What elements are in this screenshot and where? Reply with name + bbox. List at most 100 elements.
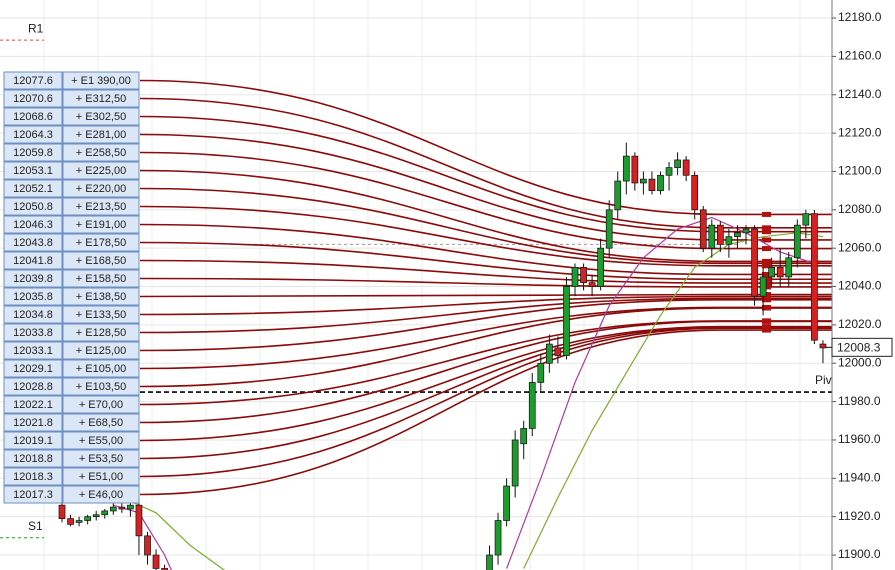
candle-body xyxy=(674,159,681,168)
order-price: 12068.6 xyxy=(13,111,53,123)
order-amount: + E302,50 xyxy=(76,111,126,123)
order-price-cell xyxy=(3,251,63,270)
order-curve xyxy=(139,326,832,460)
order-amount: + E158,50 xyxy=(76,273,126,285)
order-curve xyxy=(139,297,832,334)
order-amount-cell xyxy=(62,413,140,432)
order-price-cell xyxy=(3,179,63,198)
order-amount: + E46,00 xyxy=(79,489,123,501)
order-handle xyxy=(762,305,771,311)
order-price-cell xyxy=(3,467,63,486)
candle-body xyxy=(144,535,151,556)
order-handle xyxy=(762,263,771,269)
candle-body xyxy=(580,267,587,284)
candle-body xyxy=(759,276,767,297)
order-price: 12033.8 xyxy=(13,327,53,339)
order-price: 12022.1 xyxy=(13,399,53,411)
candle-body xyxy=(537,362,545,383)
order-amount: + E53,50 xyxy=(79,453,123,465)
candle-body xyxy=(135,504,143,537)
candle-body xyxy=(614,180,622,211)
candle-body xyxy=(785,257,793,278)
order-price-cell xyxy=(3,413,63,432)
order-amount: + E258,50 xyxy=(76,147,126,159)
candle-body xyxy=(622,155,630,182)
order-amount: + E51,00 xyxy=(79,471,123,483)
candle-body xyxy=(605,209,613,249)
y-tick-label: 12120.0 xyxy=(838,125,882,139)
order-curve xyxy=(139,259,832,284)
candle-body xyxy=(691,174,699,211)
candle-body xyxy=(802,213,810,226)
candle-body xyxy=(742,228,750,234)
order-amount-cell xyxy=(62,71,140,90)
candle-body xyxy=(597,247,605,287)
order-price: 12064.3 xyxy=(13,129,53,141)
order-amount-cell xyxy=(62,359,140,378)
order-handle xyxy=(762,327,771,333)
y-tick-label: 11980.0 xyxy=(838,394,881,408)
candle-body xyxy=(127,504,134,510)
order-amount: + E178,50 xyxy=(76,237,126,249)
order-price: 12059.8 xyxy=(13,147,53,159)
order-price-cell xyxy=(3,215,63,234)
order-price-cell xyxy=(3,269,63,288)
order-handle xyxy=(762,280,771,286)
candle-body xyxy=(101,510,109,516)
order-price: 12041.8 xyxy=(13,255,53,267)
candle-body xyxy=(486,554,493,570)
candle-body xyxy=(682,159,690,176)
order-amount: + E220,00 xyxy=(76,183,126,195)
y-tick-label: 12000.0 xyxy=(838,355,882,369)
candle-body xyxy=(631,155,639,184)
order-handle xyxy=(762,246,771,252)
order-amount: + E103,50 xyxy=(76,381,126,393)
order-price: 12035.8 xyxy=(13,291,53,303)
order-amount: + E128,50 xyxy=(76,327,126,339)
order-curve xyxy=(139,293,832,298)
order-curve xyxy=(139,169,832,263)
order-amount-cell xyxy=(62,143,140,162)
order-amount: + E68,50 xyxy=(79,417,123,429)
reference-label: R1 xyxy=(28,21,44,35)
order-handle xyxy=(762,225,771,231)
y-tick-label: 11960.0 xyxy=(838,432,881,446)
order-curve xyxy=(139,327,832,478)
y-tick-label: 12140.0 xyxy=(838,87,882,101)
order-amount: + E70,00 xyxy=(79,399,123,411)
order-price: 12017.3 xyxy=(13,489,53,501)
order-curve xyxy=(139,295,832,316)
order-amount-cell xyxy=(62,89,140,108)
y-tick-label: 12180.0 xyxy=(838,10,882,24)
candle-body xyxy=(528,382,536,429)
candle-body xyxy=(494,520,502,556)
order-price-cell xyxy=(3,125,63,144)
order-amount-cell xyxy=(62,467,140,486)
order-curve xyxy=(139,306,832,370)
candle-body xyxy=(571,267,579,287)
candle-body xyxy=(751,228,758,297)
order-amount-cell xyxy=(62,341,140,360)
order-price: 12077.6 xyxy=(13,75,53,87)
candle-body xyxy=(503,485,510,521)
order-curve xyxy=(139,223,832,276)
order-curve xyxy=(139,277,832,288)
y-tick-label: 11940.0 xyxy=(838,470,881,484)
order-amount-cell xyxy=(62,125,140,144)
order-price: 12021.8 xyxy=(13,417,53,429)
order-price-cell xyxy=(3,107,63,126)
candle-body xyxy=(67,518,74,525)
order-curve xyxy=(139,151,832,250)
y-tick-label: 11900.0 xyxy=(838,547,881,561)
order-price: 12039.8 xyxy=(13,273,53,285)
candle-body xyxy=(545,343,553,364)
order-price: 12028.8 xyxy=(13,381,53,393)
order-amount-cell xyxy=(62,197,140,216)
candle-body xyxy=(768,267,776,278)
order-amount: + E191,00 xyxy=(76,219,126,231)
order-amount-cell xyxy=(62,377,140,396)
candle-body xyxy=(563,286,570,356)
candle-body xyxy=(554,347,562,356)
y-tick-label: 12080.0 xyxy=(838,202,882,216)
